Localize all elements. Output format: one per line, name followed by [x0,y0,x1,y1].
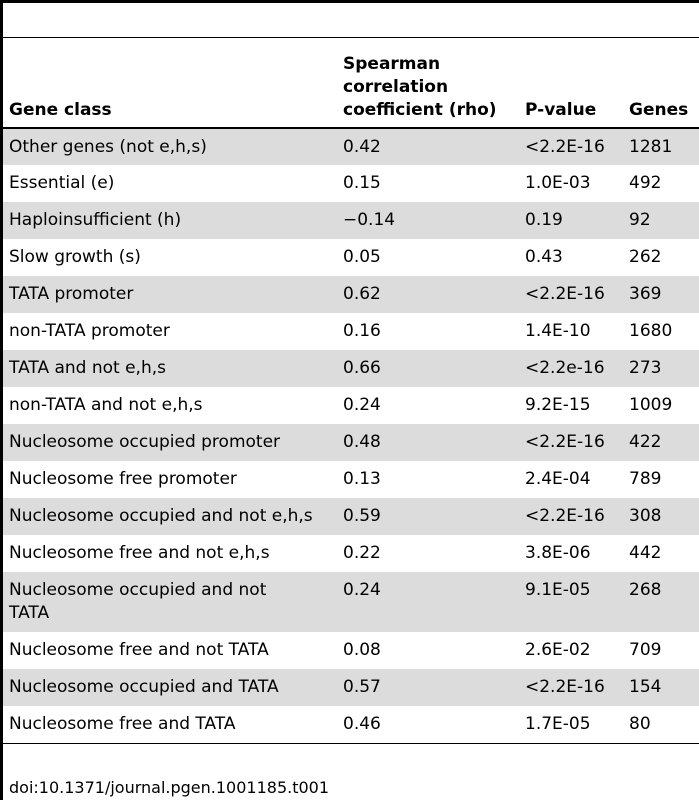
table-row: TATA promoter 0.62 <2.2E-16 369 [3,276,699,313]
gene-class-table: Gene class Spearman correlation coefficien… [3,47,699,744]
doi-caption[interactable]: doi:10.1371/journal.pgen.1001185.t001 [9,778,330,797]
cell-genes: 1680 [629,321,673,341]
cell-pvalue: 2.4E-04 [525,469,591,489]
cell-pvalue: 3.8E-06 [525,543,591,563]
cell-genes: 80 [629,714,651,734]
cell-pvalue: 0.43 [525,247,563,267]
table-row: Essential (e) 0.15 1.0E-03 492 [3,165,699,202]
table-row: Nucleosome free and not e,h,s 0.22 3.8E-… [3,535,699,572]
cell-gene-class: Nucleosome occupied and not TATA [3,572,337,632]
header-genes: Genes [629,100,689,120]
header-rho: Spearman correlation coefficient (rho) [343,54,497,120]
cell-rho: 0.42 [337,128,519,165]
cell-rho: −0.14 [337,202,519,239]
cell-rho: 0.08 [343,640,381,660]
table-row: Other genes (not e,h,s) 0.42 <2.2E-16 12… [3,128,699,165]
cell-genes: 154 [623,669,699,706]
cell-rho: 0.13 [343,469,381,489]
cell-gene-class: Other genes (not e,h,s) [3,128,337,165]
header-pvalue: P-value [525,100,597,120]
cell-pvalue: 1.0E-03 [525,173,591,193]
table-row: Nucleosome free and TATA 0.46 1.7E-05 80 [3,706,699,743]
table-row: Haploinsufficient (h) −0.14 0.19 92 [3,202,699,239]
table-row: non-TATA promoter 0.16 1.4E-10 1680 [3,313,699,350]
cell-pvalue: 2.6E-02 [525,640,591,660]
cell-genes: 492 [629,173,662,193]
cell-pvalue: 1.7E-05 [525,714,591,734]
cell-rho: 0.15 [343,173,381,193]
table-top-rule [3,37,699,38]
cell-genes: 709 [629,640,662,660]
cell-genes: 268 [623,572,699,632]
cell-gene-class: Nucleosome occupied promoter [3,424,337,461]
cell-gene-class: non-TATA promoter [9,321,170,341]
cell-pvalue: <2.2E-16 [519,128,623,165]
cell-genes: 92 [623,202,699,239]
header-gene-class: Gene class [9,100,112,120]
cell-gene-class: Nucleosome free promoter [9,469,237,489]
cell-gene-class: Haploinsufficient (h) [3,202,337,239]
table-header-row: Gene class Spearman correlation coefficien… [3,47,699,128]
cell-pvalue: <2.2E-16 [519,276,623,313]
cell-rho: 0.48 [337,424,519,461]
cell-pvalue: 1.4E-10 [525,321,591,341]
cell-genes: 262 [629,247,662,267]
cell-rho: 0.66 [337,350,519,387]
cell-rho: 0.24 [343,395,381,415]
cell-pvalue: <2.2E-16 [519,498,623,535]
cell-genes: 442 [629,543,662,563]
cell-pvalue: <2.2E-16 [519,669,623,706]
cell-rho: 0.62 [337,276,519,313]
cell-gene-class: Essential (e) [9,173,115,193]
table-row: Slow growth (s) 0.05 0.43 262 [3,239,699,276]
cell-rho: 0.22 [343,543,381,563]
cell-rho: 0.57 [337,669,519,706]
cell-genes: 1009 [629,395,673,415]
cell-gene-class: Nucleosome free and not e,h,s [9,543,270,563]
table-row: TATA and not e,h,s 0.66 <2.2e-16 273 [3,350,699,387]
table-row: Nucleosome occupied and TATA 0.57 <2.2E-… [3,669,699,706]
top-border [0,0,699,3]
cell-gene-class: Nucleosome free and not TATA [9,640,269,660]
cell-pvalue: 9.2E-15 [525,395,591,415]
cell-gene-class: Nucleosome occupied and TATA [3,669,337,706]
left-border [0,0,3,800]
cell-gene-class: TATA promoter [3,276,337,313]
cell-gene-class: Nucleosome free and TATA [9,714,236,734]
cell-rho: 0.05 [343,247,381,267]
cell-gene-class: Slow growth (s) [9,247,141,267]
table-row: Nucleosome occupied and not e,h,s 0.59 <… [3,498,699,535]
table-row: Nucleosome occupied promoter 0.48 <2.2E-… [3,424,699,461]
cell-rho: 0.59 [337,498,519,535]
cell-pvalue: <2.2E-16 [519,424,623,461]
table-row: Nucleosome occupied and not TATA 0.24 9.1… [3,572,699,632]
cell-rho: 0.46 [343,714,381,734]
cell-gene-class: TATA and not e,h,s [3,350,337,387]
cell-pvalue: 9.1E-05 [519,572,623,632]
cell-genes: 422 [623,424,699,461]
cell-rho: 0.16 [343,321,381,341]
cell-pvalue: 0.19 [519,202,623,239]
cell-pvalue: <2.2e-16 [519,350,623,387]
table-row: non-TATA and not e,h,s 0.24 9.2E-15 1009 [3,387,699,424]
table-row: Nucleosome free promoter 0.13 2.4E-04 78… [3,461,699,498]
cell-genes: 1281 [623,128,699,165]
cell-genes: 369 [623,276,699,313]
cell-gene-class: Nucleosome occupied and not e,h,s [3,498,337,535]
cell-gene-class: non-TATA and not e,h,s [9,395,203,415]
cell-genes: 308 [623,498,699,535]
cell-rho: 0.24 [337,572,519,632]
table-row: Nucleosome free and not TATA 0.08 2.6E-0… [3,632,699,669]
cell-genes: 789 [629,469,662,489]
cell-genes: 273 [623,350,699,387]
